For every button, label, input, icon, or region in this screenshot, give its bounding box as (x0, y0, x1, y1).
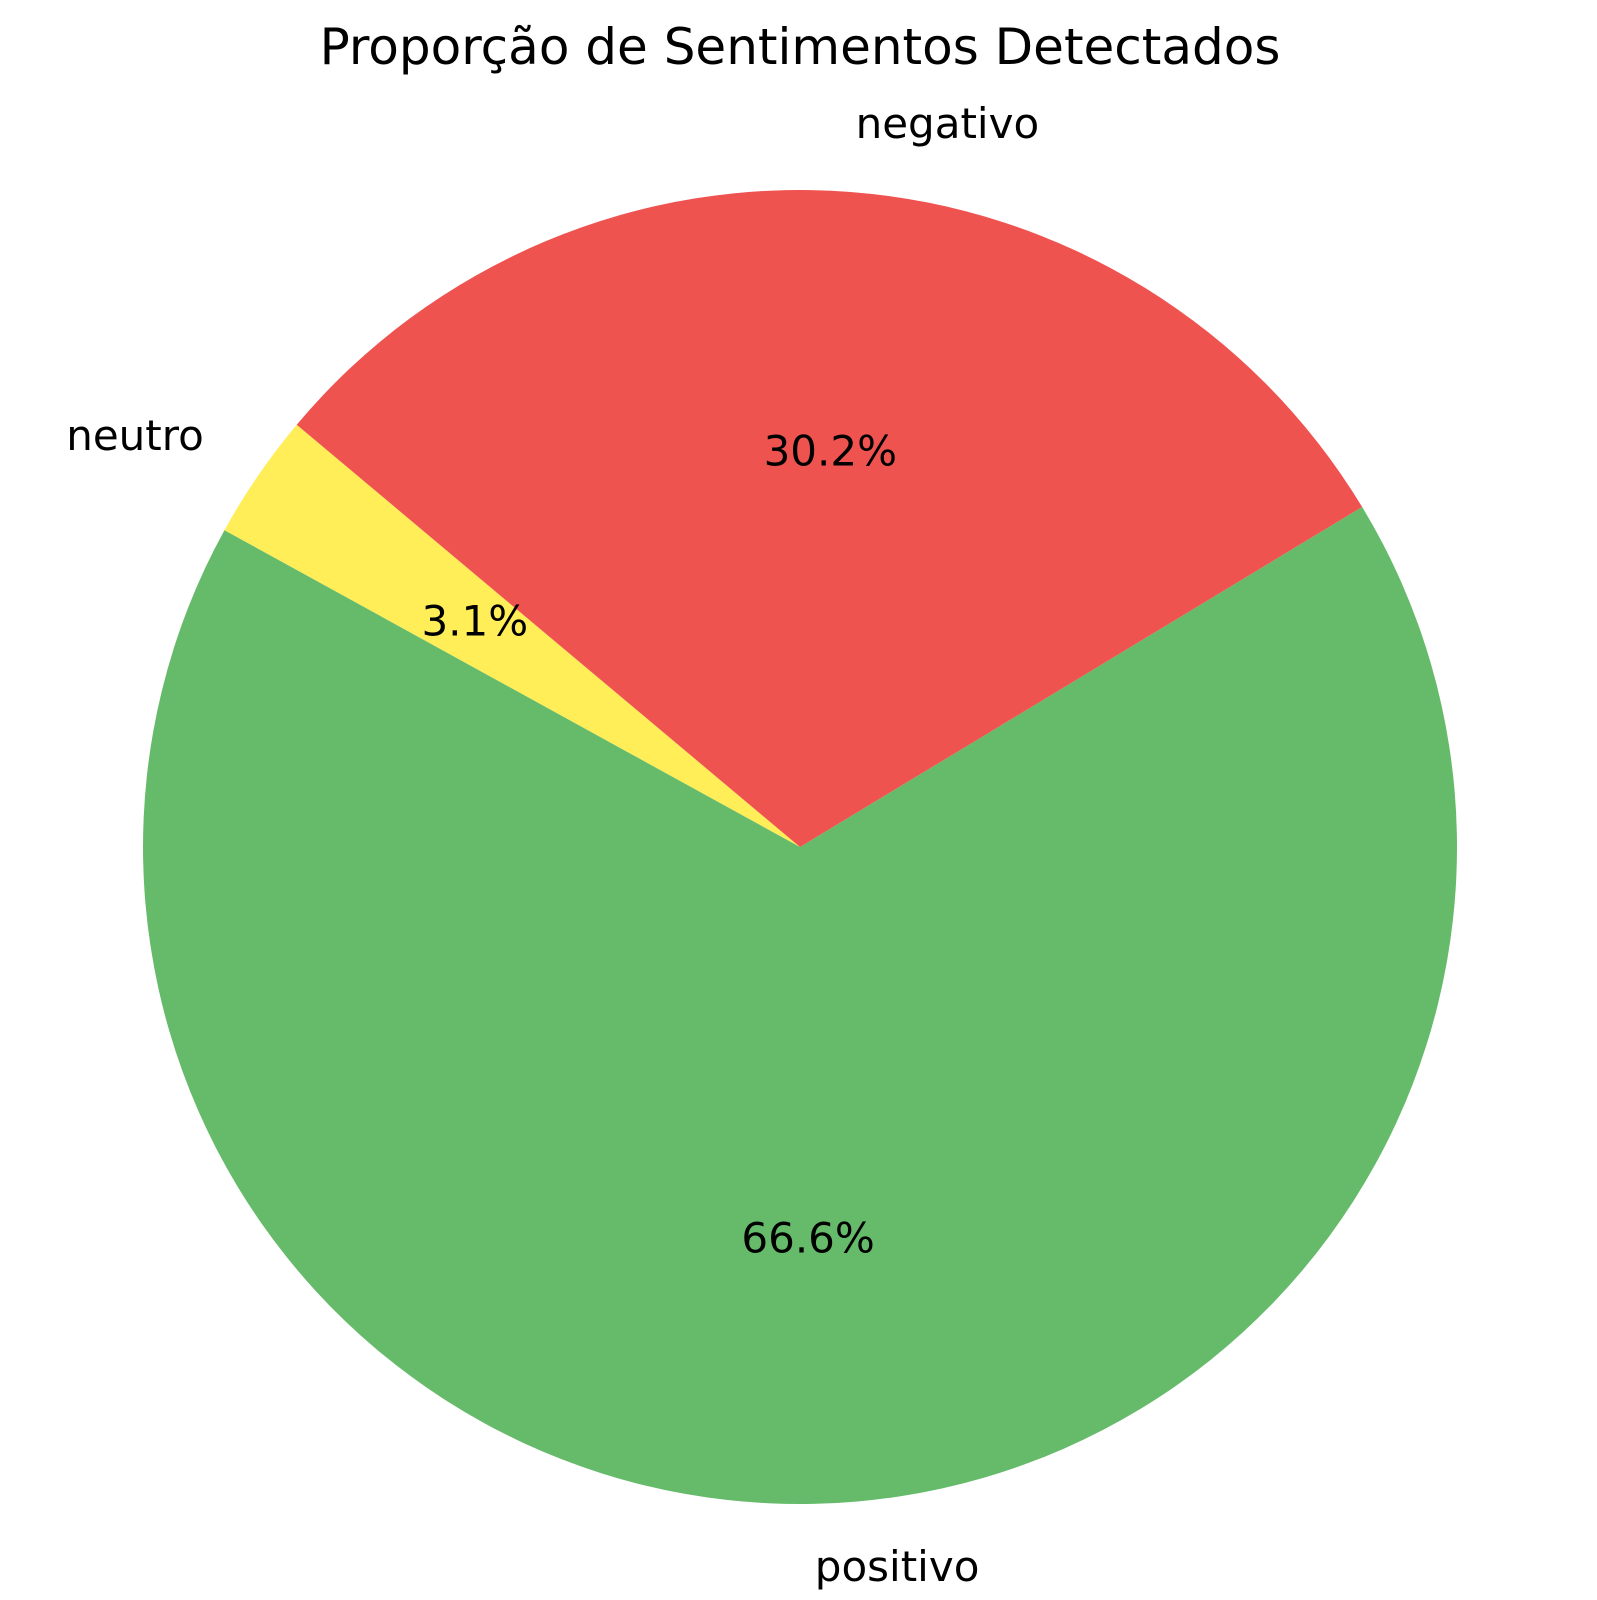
slice-label-neutro: neutro (66, 411, 204, 460)
chart-title: Proporção de Sentimentos Detectados (320, 18, 1281, 76)
pie-slice-positivo (143, 506, 1458, 1505)
pie-slices (143, 189, 1458, 1505)
slice-percent-negativo: 30.2% (764, 427, 897, 476)
slice-label-positivo: positivo (815, 1542, 980, 1591)
pie-slice-neutro (224, 424, 800, 847)
pie-slice-negativo (296, 189, 1363, 847)
slice-label-negativo: negativo (856, 99, 1040, 148)
slice-percent-neutro: 3.1% (421, 597, 528, 646)
pie-labels: neutro 3.1% positivo 66.6% negativo 30.2% (66, 99, 1039, 1591)
slice-percent-positivo: 66.6% (741, 1214, 874, 1263)
